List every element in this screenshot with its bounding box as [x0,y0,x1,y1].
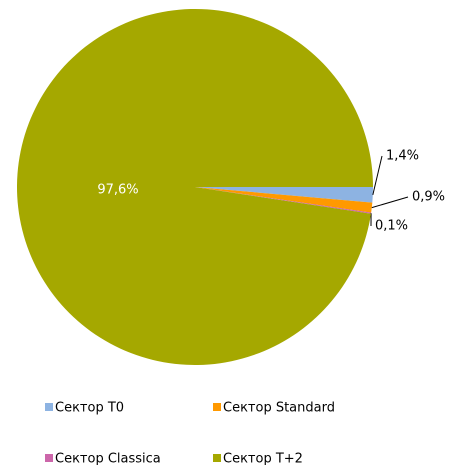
legend-swatch [213,454,221,462]
legend-label: Сектор T+2 [223,452,303,465]
pie-slice [195,187,373,203]
data-label: 97,6% [97,183,138,198]
pie-slice [195,187,373,213]
legend-swatch [45,454,53,462]
leader-line [372,155,383,195]
legend-swatch [213,403,221,411]
legend-label: Сектор T0 [55,401,124,416]
pie-slice [17,9,374,365]
legend-label: Сектор Standard [223,401,335,416]
data-label: 0,9% [412,190,445,205]
legend-label: Сектор Classica [55,452,161,465]
pie-slice [195,187,372,214]
legend-swatch [45,403,53,411]
data-label: 0,1% [375,219,408,234]
data-label: 1,4% [386,149,419,164]
leader-line [371,196,409,209]
